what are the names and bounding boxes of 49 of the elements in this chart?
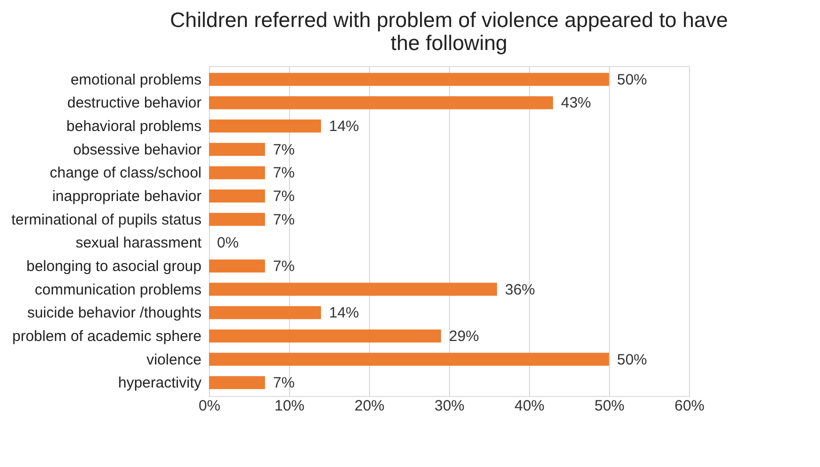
chart-title: Children referred with problem of violence appeared to have the following: [170, 9, 728, 55]
y-tick-label: communication problems: [34, 281, 202, 298]
y-tick-label: violence: [146, 351, 202, 368]
data-label: 7%: [273, 188, 295, 206]
bar: [209, 352, 609, 366]
bar: [209, 72, 609, 86]
bar: [209, 166, 265, 180]
bar: [209, 376, 265, 390]
bar: [209, 282, 497, 296]
data-label: 7%: [273, 141, 295, 158]
data-label: 0%: [217, 234, 239, 252]
x-tick-label: 40%: [514, 398, 545, 414]
y-tick-label: problem of academic sphere: [12, 328, 202, 345]
x-tick-label: 10%: [274, 398, 305, 414]
x-tick-label: 50%: [594, 398, 625, 414]
data-label: 7%: [273, 258, 295, 275]
data-label: 43%: [561, 94, 592, 112]
bar: [209, 190, 265, 203]
y-tick-label: destructive behavior: [67, 94, 202, 112]
x-tick-label: 60%: [674, 398, 705, 414]
bar: [209, 212, 265, 226]
y-tick-label: hyperactivity: [118, 374, 202, 392]
bar: [209, 259, 265, 272]
data-label: 7%: [273, 374, 295, 392]
data-label: 29%: [449, 328, 480, 345]
data-label: 7%: [273, 211, 295, 228]
bar: [209, 142, 265, 156]
y-tick-label: suicide behavior /thoughts: [27, 304, 202, 322]
x-tick-label: 0%: [198, 398, 220, 414]
y-tick-label: sexual harassment: [76, 234, 202, 252]
bar: [209, 306, 321, 320]
data-label: 50%: [617, 71, 648, 88]
y-tick-label: inappropriate behavior: [52, 188, 202, 206]
y-tick-label: terminational of pupils status: [11, 211, 202, 228]
y-tick-label: behavioral problems: [66, 118, 202, 136]
x-tick-label: 30%: [434, 398, 465, 414]
data-label: 7%: [273, 164, 295, 182]
x-tick-label: 20%: [354, 398, 385, 414]
data-label: 14%: [329, 118, 360, 136]
y-tick-label: belonging to asocial group: [26, 258, 202, 275]
bar: [209, 329, 441, 342]
y-tick-label: obsessive behavior: [73, 141, 202, 158]
data-label: 14%: [329, 304, 360, 322]
data-label: 50%: [617, 351, 648, 368]
bar: [209, 120, 321, 133]
y-tick-label: change of class/school: [50, 164, 202, 182]
data-label: 36%: [505, 281, 536, 298]
y-tick-label: emotional problems: [70, 71, 202, 88]
bar: [209, 96, 553, 110]
